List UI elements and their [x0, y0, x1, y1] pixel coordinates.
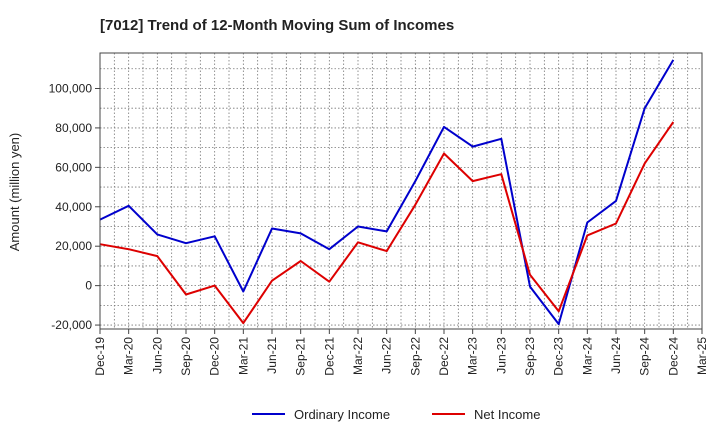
y-tick-label: 100,000: [49, 81, 93, 95]
x-tick-label: Mar-25: [695, 337, 709, 375]
x-tick-label: Jun-24: [609, 337, 623, 374]
x-tick-label: Mar-23: [466, 337, 480, 375]
series-lines: [99, 59, 675, 326]
x-tick-label: Jun-20: [150, 337, 164, 374]
x-tick-label: Sep-23: [523, 337, 537, 376]
chart-title: [7012] Trend of 12-Month Moving Sum of I…: [100, 17, 454, 34]
x-tick-label: Sep-21: [294, 337, 308, 376]
grid: [100, 53, 702, 329]
y-tick-label: 40,000: [55, 200, 92, 214]
x-tick-label: Dec-24: [666, 337, 680, 376]
x-tick-label: Dec-22: [437, 337, 451, 376]
series-line-ordinary-income: [99, 59, 675, 326]
x-tick-label: Sep-22: [408, 337, 422, 376]
x-tick-label: Jun-21: [265, 337, 279, 374]
x-tick-label: Sep-24: [638, 337, 652, 376]
x-tick-label: Mar-24: [580, 337, 594, 375]
plot-frame: [99, 52, 703, 330]
legend: Ordinary Income Net Income: [252, 407, 540, 422]
y-axis: -20,000 0 20,000 40,000 60,000 80,000 100,000: [49, 81, 100, 332]
x-tick-label: Dec-20: [208, 337, 222, 376]
x-tick-label: Jun-22: [380, 337, 394, 374]
y-axis-label: Amount (million yen): [7, 133, 22, 252]
series-line-net-income: [99, 121, 675, 325]
x-tick-label: Mar-21: [236, 337, 250, 375]
y-tick-label: 60,000: [55, 160, 92, 174]
y-tick-label: 0: [85, 279, 92, 293]
legend-label-ordinary-income: Ordinary Income: [294, 407, 390, 422]
legend-label-net-income: Net Income: [474, 407, 540, 422]
x-tick-label: Mar-22: [351, 337, 365, 375]
y-tick-label: 20,000: [55, 239, 92, 253]
x-axis: Dec-19 Mar-20 Jun-20 Sep-20 Dec-20 Mar-21 Jun-…: [93, 329, 709, 376]
y-tick-label: -20,000: [51, 318, 92, 332]
x-tick-label: Dec-19: [93, 337, 107, 376]
x-tick-label: Dec-21: [322, 337, 336, 376]
x-tick-label: Sep-20: [179, 337, 193, 376]
x-tick-label: Dec-23: [552, 337, 566, 376]
x-tick-label: Jun-23: [494, 337, 508, 374]
y-tick-label: 80,000: [55, 121, 92, 135]
x-tick-label: Mar-20: [122, 337, 136, 375]
